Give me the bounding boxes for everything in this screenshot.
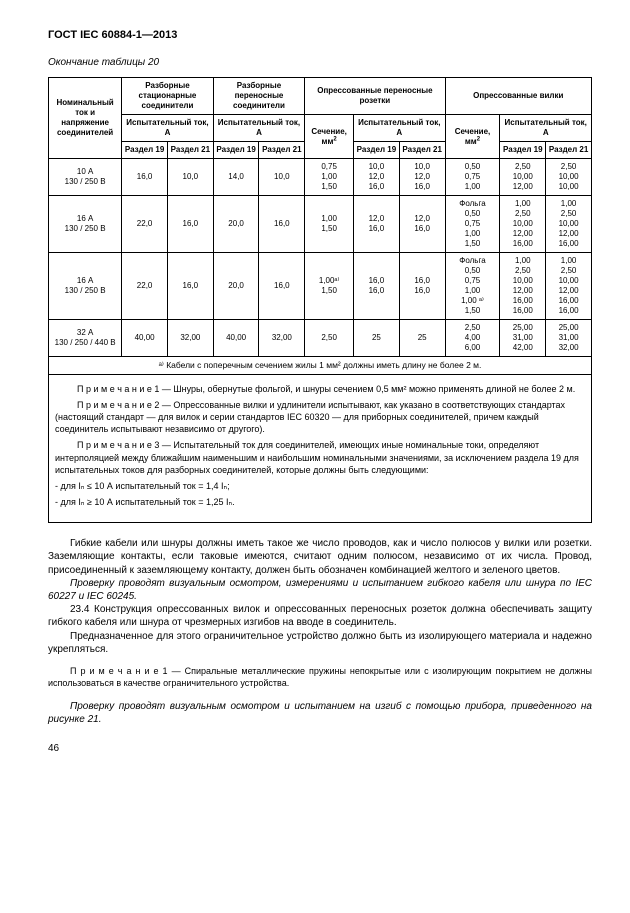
para-3: 23.4 Конструкция опрессованных вилок и о… bbox=[48, 603, 592, 629]
cell-k: 16 А130 / 250 В bbox=[49, 253, 122, 320]
b21: Раздел 21 bbox=[259, 142, 305, 159]
note-2: П р и м е ч а н и е 2 — Опрессованные ви… bbox=[55, 399, 585, 435]
notes-box: П р и м е ч а н и е 1 — Шнуры, обернутые… bbox=[48, 375, 592, 523]
table-row: 32 А130 / 250 / 440 В40,0032,0040,0032,0… bbox=[49, 320, 592, 357]
cell-b19: 20,0 bbox=[213, 253, 259, 320]
para-4: Предназначенное для этого ограничительно… bbox=[48, 630, 592, 656]
col-sec-2: Сечение, мм2 bbox=[445, 115, 500, 159]
cell-d21: 25,0031,0032,00 bbox=[546, 320, 592, 357]
cell-b19: 20,0 bbox=[213, 196, 259, 253]
table-row: 10 А130 / 250 В16,010,014,010,00,751,001… bbox=[49, 159, 592, 196]
table-footnote: ᵃ⁾ Кабели с поперечным сечением жилы 1 м… bbox=[49, 357, 592, 375]
cell-sec1: 1,001,50 bbox=[305, 196, 354, 253]
cell-c21: 10,012,016,0 bbox=[399, 159, 445, 196]
table-body: 10 А130 / 250 В16,010,014,010,00,751,001… bbox=[49, 159, 592, 357]
cell-k: 16 А130 / 250 В bbox=[49, 196, 122, 253]
d19: Раздел 19 bbox=[500, 142, 546, 159]
cell-b21: 32,00 bbox=[259, 320, 305, 357]
b19: Раздел 19 bbox=[213, 142, 259, 159]
note-3-formula-2: - для Iₙ ≥ 10 А испытательный ток = 1,25… bbox=[55, 496, 585, 508]
note-3-formula-1: - для Iₙ ≤ 10 А испытательный ток = 1,4 … bbox=[55, 480, 585, 492]
cell-d19: 1,002,5010,0012,0016,0016,00 bbox=[500, 253, 546, 320]
cell-sec2: Фольга0,500,751,001,00 ᵃ⁾1,50 bbox=[445, 253, 500, 320]
cell-b21: 16,0 bbox=[259, 253, 305, 320]
note-3: П р и м е ч а н и е 3 — Испытательный то… bbox=[55, 439, 585, 475]
cell-sec2: Фольга0,500,751,001,50 bbox=[445, 196, 500, 253]
col-g3: Опрессованные переносные розетки bbox=[305, 78, 445, 115]
table-footnote-row: ᵃ⁾ Кабели с поперечным сечением жилы 1 м… bbox=[49, 357, 592, 375]
standard-header: ГОСТ IEC 60884-1—2013 bbox=[48, 28, 592, 42]
cell-d19: 25,0031,0042,00 bbox=[500, 320, 546, 357]
cell-a19: 16,0 bbox=[122, 159, 168, 196]
cell-c19: 16,016,0 bbox=[354, 253, 400, 320]
cell-d21: 1,002,5010,0012,0016,00 bbox=[546, 196, 592, 253]
table-caption: Окончание таблицы 20 bbox=[48, 56, 592, 69]
cell-sec1: 0,751,001,50 bbox=[305, 159, 354, 196]
cell-a21: 10,0 bbox=[167, 159, 213, 196]
note-1: П р и м е ч а н и е 1 — Шнуры, обернутые… bbox=[55, 383, 585, 395]
page-number: 46 bbox=[48, 742, 592, 755]
cell-sec2: 0,500,751,00 bbox=[445, 159, 500, 196]
table-row: 16 А130 / 250 В22,016,020,016,01,00ᵃ⁾1,5… bbox=[49, 253, 592, 320]
cell-b21: 10,0 bbox=[259, 159, 305, 196]
cell-a21: 32,00 bbox=[167, 320, 213, 357]
cell-c21: 12,016,0 bbox=[399, 196, 445, 253]
c19: Раздел 19 bbox=[354, 142, 400, 159]
col-g4: Опрессованные вилки bbox=[445, 78, 591, 115]
col-test-c: Испытательный ток, А bbox=[354, 115, 446, 142]
cell-d19: 2,5010,0012,00 bbox=[500, 159, 546, 196]
table-row: 16 А130 / 250 В22,016,020,016,01,001,501… bbox=[49, 196, 592, 253]
cell-sec1: 2,50 bbox=[305, 320, 354, 357]
cell-b19: 40,00 bbox=[213, 320, 259, 357]
c21: Раздел 21 bbox=[399, 142, 445, 159]
table-20: Номинальный ток и напряжение соединителе… bbox=[48, 77, 592, 375]
cell-a19: 22,0 bbox=[122, 253, 168, 320]
col-test-b: Испытательный ток, А bbox=[213, 115, 305, 142]
cell-a19: 22,0 bbox=[122, 196, 168, 253]
a19: Раздел 19 bbox=[122, 142, 168, 159]
cell-k: 32 А130 / 250 / 440 В bbox=[49, 320, 122, 357]
d21: Раздел 21 bbox=[546, 142, 592, 159]
cell-d19: 1,002,5010,0012,0016,00 bbox=[500, 196, 546, 253]
cell-sec1: 1,00ᵃ⁾1,50 bbox=[305, 253, 354, 320]
cell-c19: 10,012,016,0 bbox=[354, 159, 400, 196]
col-sec-1: Сечение, мм2 bbox=[305, 115, 354, 159]
para-2: Проверку проводят визуальным осмотром, и… bbox=[48, 577, 592, 603]
para-6: Проверку проводят визуальным осмотром и … bbox=[48, 700, 592, 726]
cell-b19: 14,0 bbox=[213, 159, 259, 196]
col-test-d: Испытательный ток, А bbox=[500, 115, 592, 142]
col-g2: Разборные переносные соединители bbox=[213, 78, 305, 115]
cell-c19: 25 bbox=[354, 320, 400, 357]
cell-sec2: 2,504,006,00 bbox=[445, 320, 500, 357]
body-text: Гибкие кабели или шнуры должны иметь так… bbox=[48, 537, 592, 726]
cell-c21: 16,016,0 bbox=[399, 253, 445, 320]
para-1: Гибкие кабели или шнуры должны иметь так… bbox=[48, 537, 592, 577]
cell-d21: 2,5010,0010,00 bbox=[546, 159, 592, 196]
cell-b21: 16,0 bbox=[259, 196, 305, 253]
cell-c21: 25 bbox=[399, 320, 445, 357]
cell-a21: 16,0 bbox=[167, 196, 213, 253]
cell-a19: 40,00 bbox=[122, 320, 168, 357]
a21: Раздел 21 bbox=[167, 142, 213, 159]
col-nominal: Номинальный ток и напряжение соединителе… bbox=[49, 78, 122, 159]
para-5-note: П р и м е ч а н и е 1 — Спиральные метал… bbox=[48, 666, 592, 690]
col-g1: Разборные стационарные соединители bbox=[122, 78, 214, 115]
cell-d21: 1,002,5010,0012,0016,0016,00 bbox=[546, 253, 592, 320]
cell-k: 10 А130 / 250 В bbox=[49, 159, 122, 196]
cell-c19: 12,016,0 bbox=[354, 196, 400, 253]
cell-a21: 16,0 bbox=[167, 253, 213, 320]
col-test-a: Испытательный ток, А bbox=[122, 115, 214, 142]
